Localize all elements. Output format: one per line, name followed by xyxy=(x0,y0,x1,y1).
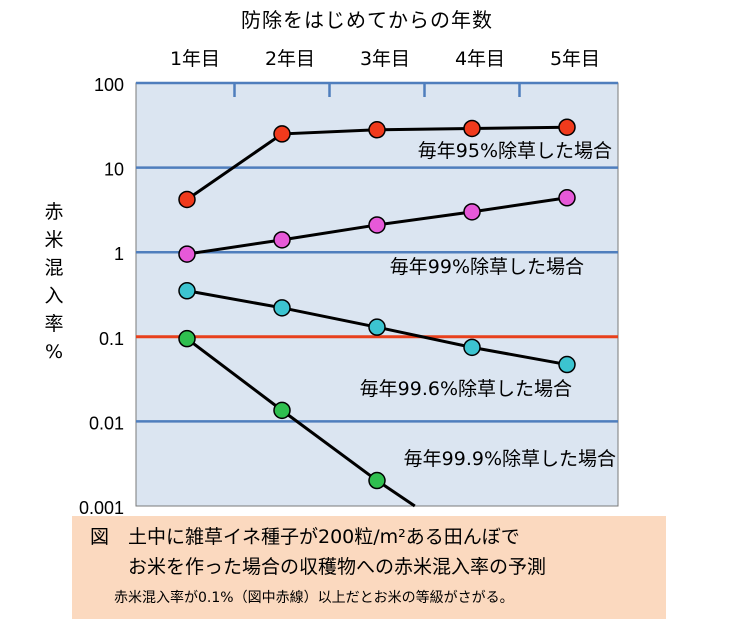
y-axis-title-char: 入 xyxy=(44,285,64,307)
data-point xyxy=(368,318,386,336)
caption-note: 赤米混入率が0.1%（図中赤線）以上だとお米の等級がさがる。 xyxy=(114,590,514,606)
y-axis-title-char: 率 xyxy=(44,313,64,335)
y-ticks: 100 10 1 0.1 0.01 0.001 xyxy=(79,75,124,518)
series-label: 毎年95%除草した場合 xyxy=(418,140,612,162)
data-point xyxy=(273,299,291,317)
data-point xyxy=(558,189,576,207)
data-point xyxy=(558,355,576,374)
series-label: 毎年99.9%除草した場合 xyxy=(404,448,616,470)
data-point xyxy=(273,401,291,420)
x-tick-label: 4年目 xyxy=(455,48,505,70)
series-2: 毎年99%除草した場合 xyxy=(178,189,584,278)
data-point xyxy=(368,121,386,139)
x-tick-label: 2年目 xyxy=(265,48,315,70)
plot-area xyxy=(135,82,619,507)
y-tick-label: 0.1 xyxy=(99,329,124,349)
y-tick-label: 100 xyxy=(94,75,124,95)
y-tick-label: 0.01 xyxy=(89,413,124,433)
data-point xyxy=(273,231,291,249)
caption-line-2: お米を作った場合の収穫物への赤米混入率の予測 xyxy=(128,556,547,578)
series-layer: 毎年95%除草した場合毎年99%除草した場合毎年99.6%除草した場合毎年99.… xyxy=(178,118,616,508)
x-axis-title: 防除をはじめてからの年数 xyxy=(241,8,493,32)
data-point xyxy=(463,338,481,357)
series-4: 毎年99.9%除草した場合 xyxy=(178,329,616,508)
y-axis-title-char: % xyxy=(44,341,64,363)
data-point xyxy=(558,118,576,136)
data-point xyxy=(178,329,196,348)
y-tick-label: 10 xyxy=(104,160,124,180)
series-line xyxy=(186,337,416,508)
series-3: 毎年99.6%除草した場合 xyxy=(178,282,576,400)
x-tick-label: 3年目 xyxy=(360,48,410,70)
y-tick-label: 1 xyxy=(114,244,124,264)
caption-box: 図 土中に雑草イネ種子が200粒/m²ある田んぼで お米を作った場合の収穫物への… xyxy=(72,516,666,619)
y-axis-title-char: 赤 xyxy=(44,201,64,223)
data-point xyxy=(463,119,481,138)
series-label: 毎年99%除草した場合 xyxy=(390,256,584,278)
data-point xyxy=(368,216,386,234)
y-tick-label: 0.001 xyxy=(79,498,124,518)
x-tick-label: 5年目 xyxy=(550,48,600,70)
y-axis-title-char: 混 xyxy=(44,257,64,279)
data-point xyxy=(178,282,196,300)
data-point xyxy=(273,125,291,143)
x-tick-label: 1年目 xyxy=(170,48,220,70)
caption-line-1: 図 土中に雑草イネ種子が200粒/m²ある田んぼで xyxy=(90,526,520,548)
data-point xyxy=(368,471,386,490)
series-label: 毎年99.6%除草した場合 xyxy=(360,378,572,400)
y-axis-title-char: 米 xyxy=(44,229,64,251)
x-ticks: 1年目 2年目 3年目 4年目 5年目 xyxy=(170,48,600,70)
data-point xyxy=(463,203,481,221)
series-1: 毎年95%除草した場合 xyxy=(178,118,612,209)
data-point xyxy=(178,245,196,263)
y-axis-title: 赤米混入率% xyxy=(40,198,68,366)
data-point xyxy=(178,190,196,209)
